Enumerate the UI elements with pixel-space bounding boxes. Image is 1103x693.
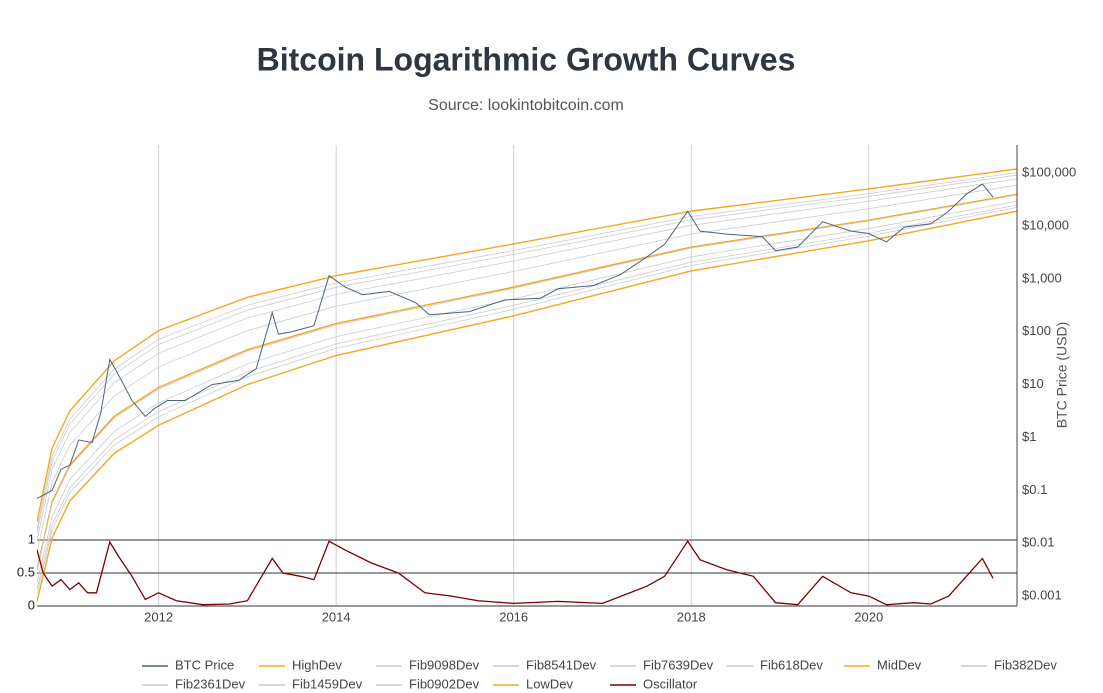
y-tick-label: $10,000 xyxy=(1022,217,1069,232)
series-line xyxy=(37,204,1017,590)
legend-label: Fib0902Dev xyxy=(409,676,480,691)
legend-label: Fib382Dev xyxy=(994,657,1057,672)
series-line xyxy=(37,200,1017,583)
y2-tick-label: 0 xyxy=(28,597,35,612)
legend-label: Fib1459Dev xyxy=(292,676,363,691)
series-line xyxy=(37,193,1017,570)
y-tick-label: $1,000 xyxy=(1022,270,1062,285)
series-line xyxy=(37,174,1017,534)
y-tick-label: $0.01 xyxy=(1022,535,1055,550)
chart-title: Bitcoin Logarithmic Growth Curves xyxy=(257,41,796,77)
series-line xyxy=(37,540,994,606)
x-tick-label: 2012 xyxy=(144,609,173,624)
plot-area xyxy=(37,168,1017,606)
y-tick-label: $1 xyxy=(1022,429,1036,444)
series-line xyxy=(37,194,1017,572)
series-line xyxy=(37,168,1017,523)
legend-label: MidDev xyxy=(877,657,922,672)
y-tick-label: $100,000 xyxy=(1022,165,1076,180)
series-line xyxy=(37,172,1017,530)
chart-subtitle: Source: lookintobitcoin.com xyxy=(428,97,624,114)
series-line xyxy=(37,206,1017,595)
legend-label: Fib7639Dev xyxy=(643,657,714,672)
y-tick-label: $0.1 xyxy=(1022,482,1047,497)
legend-label: Fib9098Dev xyxy=(409,657,480,672)
x-tick-label: 2020 xyxy=(854,609,883,624)
series-line xyxy=(37,178,1017,541)
x-tick-label: 2016 xyxy=(499,609,528,624)
y-tick-label: $0.001 xyxy=(1022,588,1062,603)
y-tick-label: $10 xyxy=(1022,376,1044,391)
legend-label: BTC Price xyxy=(175,657,234,672)
legend-label: Fib618Dev xyxy=(760,657,823,672)
x-tick-label: 2014 xyxy=(322,609,351,624)
legend-label: Fib2361Dev xyxy=(175,676,246,691)
series-line xyxy=(37,184,1017,553)
legend-label: HighDev xyxy=(292,657,342,672)
y-tick-label: $100 xyxy=(1022,323,1051,338)
y2-tick-label: 1 xyxy=(28,531,35,546)
legend-label: Fib8541Dev xyxy=(526,657,597,672)
x-tick-label: 2018 xyxy=(677,609,706,624)
y2-tick-label: 0.5 xyxy=(17,564,35,579)
series-line xyxy=(37,210,1017,602)
grid xyxy=(37,145,1017,607)
legend-label: LowDev xyxy=(526,676,573,691)
series-line xyxy=(37,183,994,499)
legend: BTC Price HighDev Fib9098Dev Fib8541Dev Fib7… xyxy=(142,657,1057,691)
legend-label: Oscillator xyxy=(643,676,698,691)
axes: 2012 2014 2016 2018 2020 $100,000 $10,000 $1,00… xyxy=(17,145,1076,624)
y-axis-label: BTC Price (USD) xyxy=(1054,322,1070,429)
